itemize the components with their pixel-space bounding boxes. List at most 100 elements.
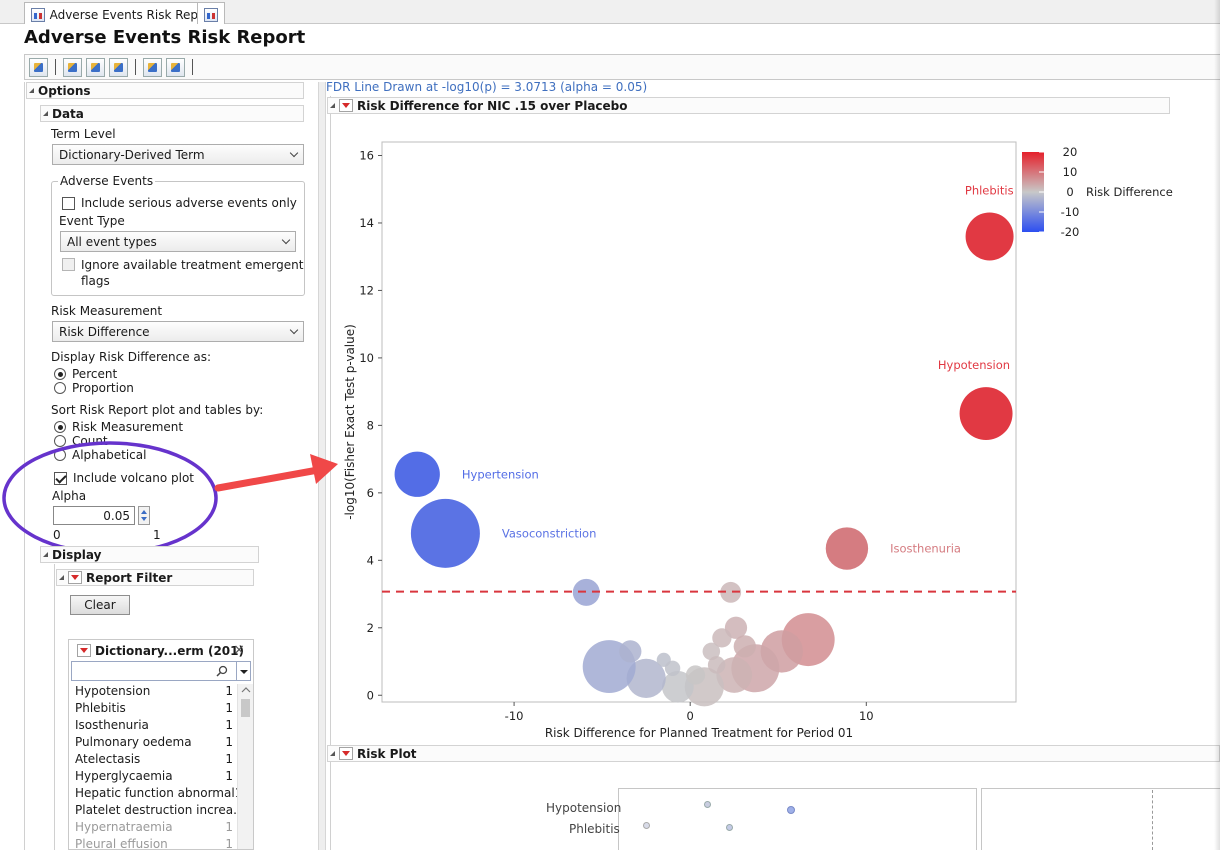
spinner-arrows-icon [141,510,147,521]
report-icon-button[interactable] [29,57,48,77]
risk-plot-title: Risk Plot [357,746,417,761]
volcano-checkbox-row[interactable]: Include volcano plot [54,471,194,485]
filter-search-input[interactable] [71,661,251,681]
x-tick-label: 10 [859,709,874,723]
x-tick-label: 0 [687,709,694,723]
risk-plot-frame-2 [981,788,1220,850]
serious-only-checkbox-row[interactable]: Include serious adverse events only [62,196,297,210]
data-point [619,640,642,663]
list-item[interactable]: Hypotension 1 [69,684,237,701]
filter-list-scrollbar[interactable] [237,684,254,849]
list-item-count: 1 [225,718,233,732]
list-item-term: Pleural effusion [75,837,168,850]
event-type-value: All event types [67,234,157,249]
window-shadow [1214,0,1220,850]
legend-tick-label: -20 [1061,225,1080,239]
data-header[interactable]: Data [40,105,304,122]
disclosure-icon[interactable] [59,575,64,580]
options-title: Options [38,83,91,98]
ae-report-icon [31,7,45,22]
risk-plot-row-label: Phlebitis [569,822,620,836]
red-triangle-menu-icon[interactable] [339,747,353,760]
risk-measurement-select[interactable]: Risk Difference [52,321,304,342]
event-type-select[interactable]: All event types [60,231,296,252]
list-item-count: 1 [225,769,233,783]
risk-plot-point [787,806,795,814]
export-icon-button[interactable] [109,57,128,77]
rd-percent-option[interactable]: Percent [54,367,117,381]
event-type-label: Event Type [59,214,125,228]
scroll-up-icon[interactable] [238,684,254,696]
chevron-down-icon [289,325,299,335]
table-icon-button[interactable] [63,57,82,77]
search-options-button[interactable] [236,662,250,680]
data-point [707,656,726,674]
adverse-events-title: Adverse Events [58,174,156,188]
display-title: Display [52,547,102,562]
data-icon-button[interactable] [86,57,105,77]
red-triangle-menu-icon[interactable] [339,99,353,112]
list-item[interactable]: Pulmonary oedema 1 [69,735,237,752]
list-item-count: 1 [225,684,233,698]
clear-button[interactable]: Clear [70,595,130,615]
disclosure-icon[interactable] [29,88,34,93]
list-item[interactable]: Atelectasis 1 [69,752,237,769]
sort-risk-radio[interactable] [54,421,66,433]
disclosure-icon[interactable] [43,552,48,557]
volcano-title: Risk Difference for NIC .15 over Placebo [357,98,628,113]
options-header[interactable]: Options [26,82,304,99]
list-item[interactable]: Platelet destruction increa...1 [69,803,252,820]
annotation-ellipse [2,441,218,555]
sort-count-radio[interactable] [54,435,66,447]
point-label: Isosthenuria [890,542,961,556]
volcano-header[interactable]: Risk Difference for NIC .15 over Placebo [327,97,1170,114]
list-item[interactable]: Isosthenuria 1 [69,718,237,735]
data-point [733,635,756,658]
help-icon-button[interactable] [166,57,185,77]
sort-risk-label: Risk Measurement [72,420,184,434]
volcano-checkbox[interactable] [54,471,67,485]
red-triangle-menu-icon[interactable] [77,644,91,657]
chevron-down-icon [281,235,291,245]
volcano-plot[interactable]: 0 2 4 6 8 10 12 14 16 -10 0 10 Risk Difference for P… [330,120,1190,744]
disclosure-icon[interactable] [330,751,335,756]
toolbar-separator [192,59,193,75]
tab-adverse-events-risk-report[interactable]: Adverse Events Risk Report [24,2,222,24]
ignore-te-checkbox[interactable] [62,258,75,271]
rd-proportion-option[interactable]: Proportion [54,381,134,395]
rd-proportion-radio[interactable] [54,382,66,394]
list-item-count: 1 [225,820,233,834]
display-header[interactable]: Display [40,546,259,563]
data-point [702,642,721,661]
serious-only-checkbox[interactable] [62,196,75,210]
rd-percent-radio[interactable] [54,368,66,380]
chevron-down-icon [240,670,248,674]
list-item[interactable]: Hyperglycaemia 1 [69,769,237,786]
red-triangle-menu-icon[interactable] [68,571,82,584]
list-item[interactable]: Hepatic function abnormal1 [69,786,242,803]
list-item-term: Phlebitis [75,701,126,715]
serious-only-label: Include serious adverse events only [81,196,297,210]
list-item[interactable]: Pleural effusion 1 [69,837,237,850]
alpha-spinner[interactable] [138,506,150,525]
filter-rows: Hypotension 1 Phlebitis 1 Isosthenuria 1 Pulmo… [69,684,252,850]
report-filter-header[interactable]: Report Filter [56,569,254,586]
list-item[interactable]: Phlebitis 1 [69,701,237,718]
script-icon-button[interactable] [143,57,162,77]
scroll-thumb[interactable] [241,699,250,717]
risk-plot-header[interactable]: Risk Plot [327,745,1220,762]
close-icon[interactable]: × [233,642,245,658]
alpha-input[interactable]: 0.05 [53,506,135,525]
chart-icon [204,7,218,22]
sort-risk-option[interactable]: Risk Measurement [54,420,183,434]
ignore-te-row[interactable]: Ignore available treatment emergent flag… [62,257,303,289]
y-tick-label: 10 [359,351,374,365]
disclosure-icon[interactable] [330,103,335,108]
term-level-select[interactable]: Dictionary-Derived Term [52,144,304,165]
disclosure-icon[interactable] [43,111,48,116]
window-title: Adverse Events Risk Report [24,27,306,48]
tab-chart[interactable] [197,2,225,24]
legend-title: Risk Difference [1086,185,1173,199]
color-legend-bar [1022,152,1044,232]
list-item[interactable]: Hypernatraemia 1 [69,820,237,837]
